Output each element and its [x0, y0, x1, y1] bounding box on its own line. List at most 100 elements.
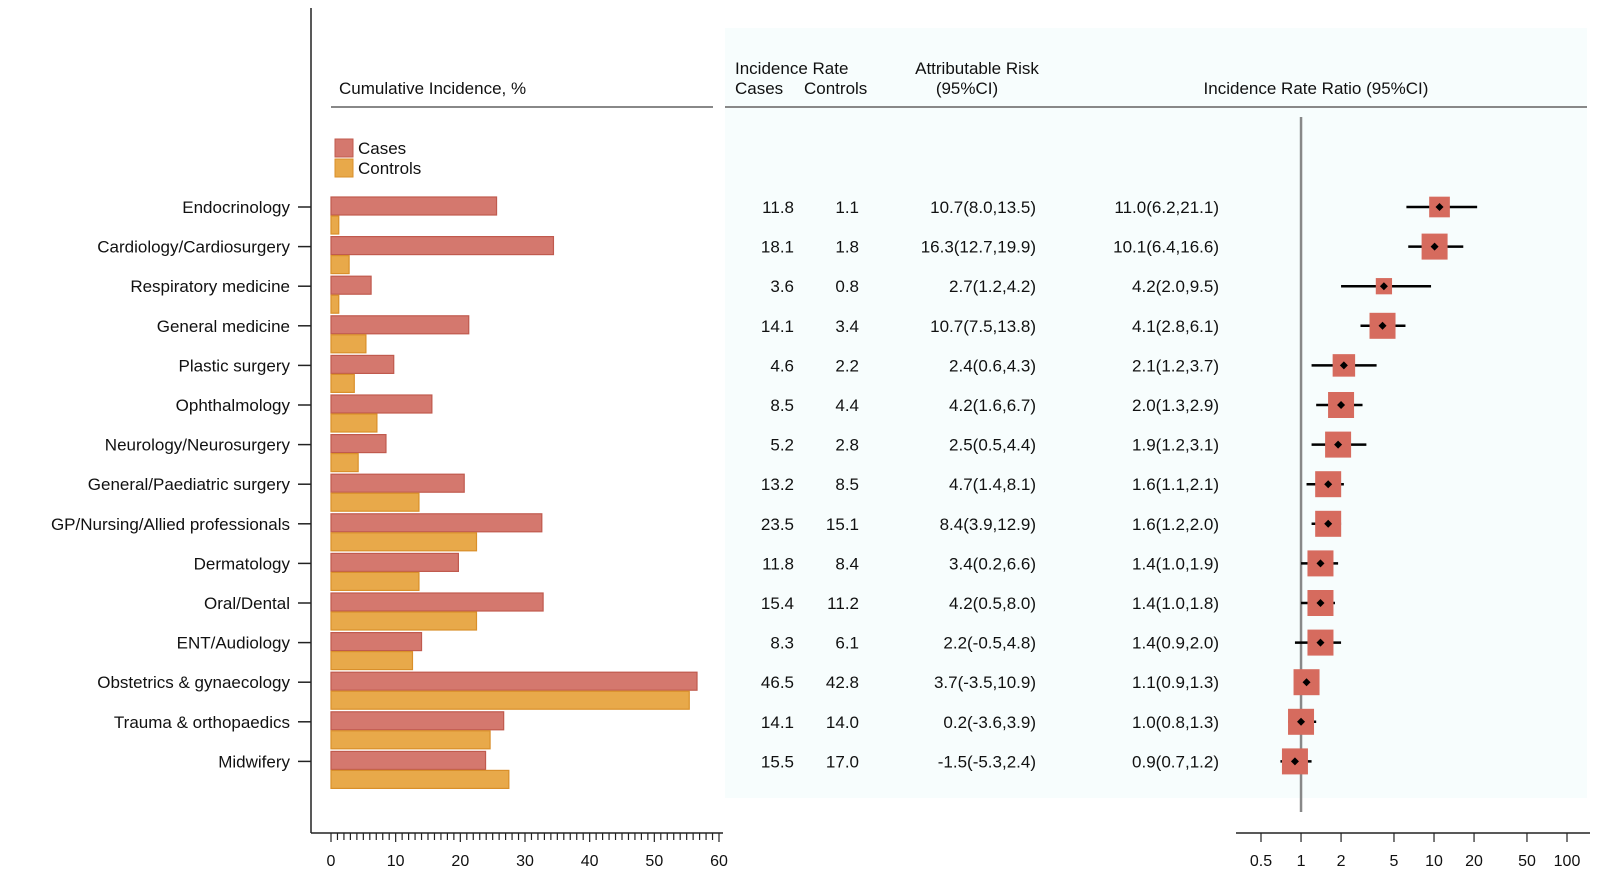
header-ir-cases: Cases: [735, 79, 783, 98]
ir-controls-value: 8.4: [835, 554, 859, 573]
attributable-risk-value: 4.2(0.5,8.0): [949, 594, 1036, 613]
ir-controls-value: 14.0: [826, 713, 859, 732]
bar-axis-ticks: 0 10 20 30 40 50 60: [327, 833, 728, 870]
irr-point-estimate: [1324, 480, 1333, 489]
bar-controls: [330, 730, 491, 750]
ir-cases-value: 8.5: [770, 396, 794, 415]
bar-axis-tick-label: 60: [710, 853, 728, 870]
bar-axis-tick-label: 30: [516, 853, 534, 870]
attributable-risk-value: 2.2(-0.5,4.8): [943, 634, 1036, 653]
bar-axis-tick-label: 10: [387, 853, 405, 870]
irr-value: 1.4(1.0,1.9): [1132, 554, 1219, 573]
legend-swatch-cases: [334, 138, 354, 158]
bar-cases: [330, 631, 423, 652]
irr-value: 4.2(2.0,9.5): [1132, 277, 1219, 296]
header-ir-controls: Controls: [804, 79, 867, 98]
irr-axis-tick-label: 50: [1518, 853, 1536, 870]
bar-controls: [330, 413, 378, 433]
ir-cases-value: 13.2: [761, 475, 794, 494]
bar-controls: [330, 255, 350, 275]
category-label: Trauma & orthopaedics: [114, 713, 290, 732]
attributable-risk-value: 10.7(7.5,13.8): [930, 317, 1036, 336]
attributable-risk-value: 2.7(1.2,4.2): [949, 277, 1036, 296]
bar-cases: [330, 315, 470, 335]
category-label: Midwifery: [218, 752, 290, 771]
irr-axis-tick-label: 10: [1425, 853, 1443, 870]
bar-controls: [330, 294, 340, 314]
irr-axis-tick-label: 5: [1390, 853, 1399, 870]
bar-controls: [330, 690, 690, 710]
table-panel-background: [725, 28, 1587, 798]
bar-controls: [330, 215, 340, 235]
irr-axis-tick-label: 2: [1337, 853, 1346, 870]
ir-controls-value: 15.1: [826, 515, 859, 534]
category-label: Ophthalmology: [176, 396, 291, 415]
category-label: Obstetrics & gynaecology: [97, 673, 290, 692]
bar-cases: [330, 354, 395, 374]
irr-axis-tick-label: 20: [1465, 853, 1483, 870]
bar-axis-tick-label: 50: [645, 853, 663, 870]
bar-cases: [330, 473, 465, 493]
ir-cases-value: 15.5: [761, 752, 794, 771]
bar-controls: [330, 650, 414, 671]
attributable-risk-value: 10.7(8.0,13.5): [930, 198, 1036, 217]
category-label: GP/Nursing/Allied professionals: [51, 515, 290, 534]
ir-cases-value: 8.3: [770, 634, 794, 653]
category-label: Respiratory medicine: [130, 277, 290, 296]
irr-axis-tick-label: 0.5: [1250, 853, 1272, 870]
ir-cases-value: 18.1: [761, 238, 794, 257]
ir-controls-value: 0.8: [835, 277, 859, 296]
irr-point-estimate: [1297, 717, 1306, 726]
irr-point-estimate: [1316, 599, 1325, 607]
attributable-risk-value: -1.5(-5.3,2.4): [938, 752, 1036, 771]
irr-point-estimate: [1379, 282, 1388, 291]
header-irr: Incidence Rate Ratio (95%CI): [1204, 79, 1429, 98]
attributable-risk-value: 3.4(0.2,6.6): [949, 554, 1036, 573]
header-ar-ci: (95%CI): [936, 79, 998, 98]
category-label: General/Paediatric surgery: [88, 475, 291, 494]
ir-cases-value: 14.1: [761, 713, 794, 732]
bar-controls: [330, 334, 367, 354]
ir-controls-value: 2.8: [835, 436, 859, 455]
irr-axis-tick-label: 1: [1297, 853, 1306, 870]
ir-cases-value: 3.6: [770, 277, 794, 296]
attributable-risk-value: 8.4(3.9,12.9): [940, 515, 1036, 534]
bar-cases: [330, 394, 433, 414]
bar-controls: [330, 611, 478, 631]
irr-value: 1.1(0.9,1.3): [1132, 673, 1219, 692]
ir-controls-value: 1.1: [835, 198, 859, 217]
category-label: Plastic surgery: [179, 356, 291, 375]
bar-axis-tick-label: 20: [451, 853, 469, 870]
attributable-risk-value: 2.4(0.6,4.3): [949, 356, 1036, 375]
irr-point-estimate: [1430, 242, 1439, 251]
ir-controls-value: 17.0: [826, 752, 859, 771]
ir-cases-value: 23.5: [761, 515, 794, 534]
rows-layer: Endocrinology 11.8 1.1 10.7(8.0,13.5) 11.0(6…: [51, 196, 1478, 790]
bar-axis-tick-label: 40: [581, 853, 599, 870]
bar-cases: [330, 750, 487, 771]
bar-cases: [330, 552, 459, 573]
bar-cases: [330, 671, 698, 691]
attributable-risk-value: 4.2(1.6,6.7): [949, 396, 1036, 415]
bar-cases: [330, 513, 543, 533]
ir-cases-value: 46.5: [761, 673, 794, 692]
bar-cases: [330, 275, 372, 295]
irr-axis-tick-label: 100: [1554, 853, 1581, 870]
category-label: Dermatology: [194, 554, 291, 573]
irr-value: 1.6(1.2,2.0): [1132, 515, 1219, 534]
ir-controls-value: 1.8: [835, 238, 859, 257]
bar-cases: [330, 196, 498, 216]
attributable-risk-value: 3.7(-3.5,10.9): [934, 673, 1036, 692]
irr-value: 1.4(1.0,1.8): [1132, 594, 1219, 613]
bar-axis-tick-label: 0: [327, 853, 336, 870]
header-attributable-risk: Attributable Risk: [915, 59, 1039, 78]
ir-cases-value: 11.8: [762, 554, 794, 573]
legend-swatch-controls: [334, 158, 354, 178]
ir-controls-value: 6.1: [835, 634, 859, 653]
attributable-risk-value: 0.2(-3.6,3.9): [943, 713, 1036, 732]
ir-cases-value: 11.8: [762, 198, 794, 217]
irr-value: 1.6(1.1,2.1): [1132, 475, 1219, 494]
legend-label-controls: Controls: [358, 159, 421, 178]
irr-point-estimate: [1378, 321, 1387, 330]
